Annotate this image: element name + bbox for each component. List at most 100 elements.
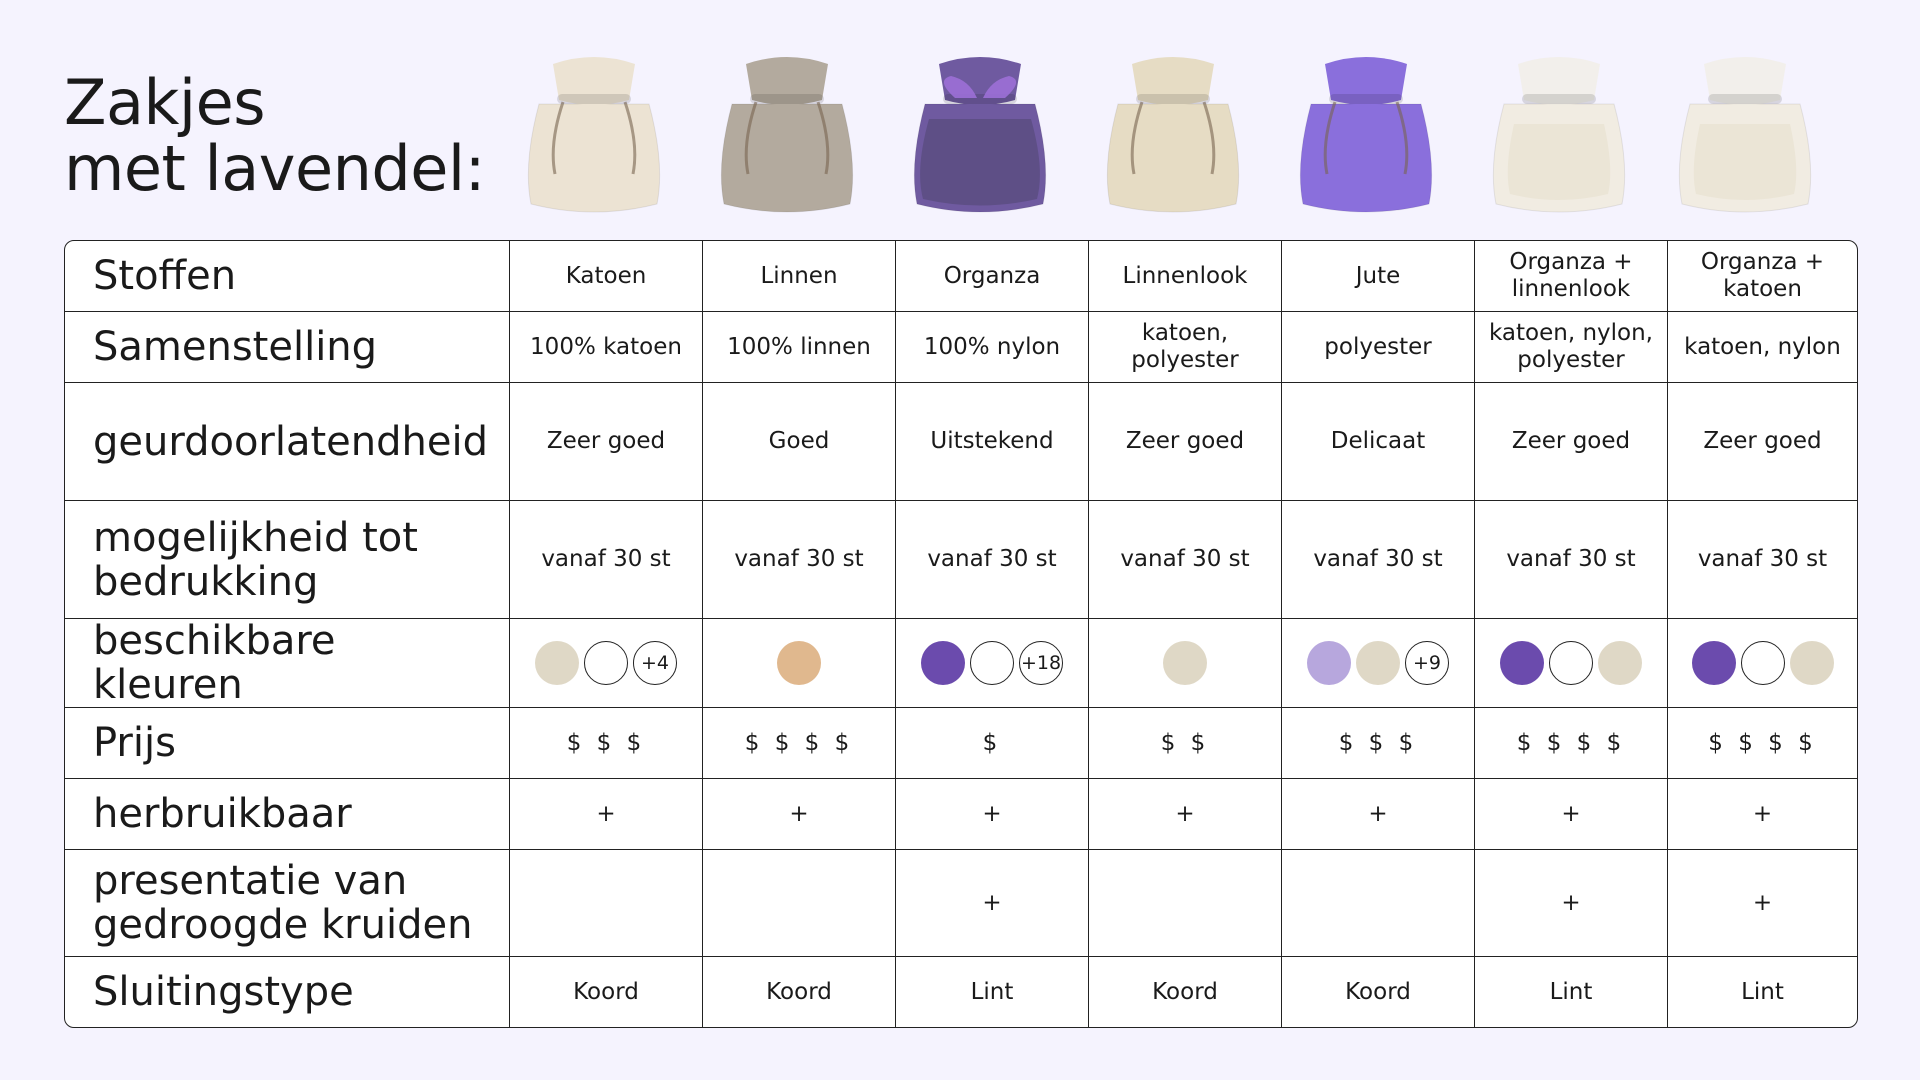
table-cell: Lint [896,957,1089,1027]
table-cell: + [1668,779,1857,850]
table-cell: Koord [510,957,703,1027]
color-swatch [1307,641,1351,685]
table-cell: Delicaat [1282,383,1475,501]
linen-pouch-image [702,44,872,224]
table-cell: $ $ [1089,708,1282,779]
table-cell: Katoen [510,241,703,312]
row-label-samenstelling: Samenstelling [65,312,510,383]
page-title: Zakjes met lavendel: [64,66,486,205]
table-cell: $ $ $ [510,708,703,779]
color-swatch [970,641,1014,685]
table-cell: vanaf 30 st [510,501,703,619]
color-swatch [1356,641,1400,685]
table-cell: Goed [703,383,896,501]
table-cell: + [896,850,1089,957]
color-swatch [1549,641,1593,685]
color-swatch [921,641,965,685]
row-label-prijs: Prijs [65,708,510,779]
row-label-herbruikbaar: herbruikbaar [65,779,510,850]
color-swatch [1740,641,1785,685]
color-swatch [1163,641,1207,685]
table-cell: + [1282,779,1475,850]
table-row-geur: geurdoorlatendheid Zeer goed Goed Uitsteken… [65,383,1857,501]
table-cell: katoen, nylon, polyester [1475,312,1668,383]
table-cell: Zeer goed [1089,383,1282,501]
table-cell: $ $ $ $ [703,708,896,779]
table-cell: $ $ $ [1282,708,1475,779]
table-cell: Zeer goed [510,383,703,501]
row-label-geur: geurdoorlatendheid [65,383,510,501]
table-cell: vanaf 30 st [1089,501,1282,619]
table-cell: Zeer goed [1668,383,1857,501]
table-cell: Organza [896,241,1089,312]
more-colors-badge: +9 [1405,641,1449,685]
row-label-kleuren: beschikbare kleuren [65,619,510,708]
table-cell: vanaf 30 st [896,501,1089,619]
table-cell: polyester [1282,312,1475,383]
row-label-sluiting: Sluitingstype [65,957,510,1027]
color-swatch [1691,641,1736,685]
table-cell: Koord [1282,957,1475,1027]
table-cell: + [1089,779,1282,850]
table-cell: vanaf 30 st [1475,501,1668,619]
color-swatch [1789,641,1834,685]
table-cell: Koord [1089,957,1282,1027]
row-label-presentatie: presentatie van gedroogde kruiden [65,850,510,957]
table-cell: vanaf 30 st [703,501,896,619]
more-colors-badge: +4 [633,641,677,685]
table-row-prijs: Prijs $ $ $ $ $ $ $ $ $ $ $ $ $ $ $ $ $ $ $ $ $ [65,708,1857,779]
table-cell: 100% linnen [703,312,896,383]
color-swatch [777,641,821,685]
color-swatch [1500,641,1544,685]
color-swatches-cell: +18 [896,619,1089,708]
table-cell: Koord [703,957,896,1027]
table-row-kleuren: beschikbare kleuren +4 +18 +9 [65,619,1857,708]
table-cell: Zeer goed [1475,383,1668,501]
table-cell: Lint [1741,978,1784,1005]
table-cell: Uitstekend [896,383,1089,501]
table-cell [703,850,896,957]
table-cell: 100% nylon [896,312,1089,383]
table-cell: katoen, polyester [1089,312,1282,383]
table-cell: vanaf 30 st [1668,501,1857,619]
organza-cotton-pouch-image [1660,44,1830,224]
table-cell: katoen, nylon [1668,312,1857,383]
table-row-stoffen: Stoffen Katoen Linnen Organza Linnenlook Jute… [65,241,1857,312]
table-row-herbruikbaar: herbruikbaar + + + + + + + [65,779,1857,850]
table-cell: + [703,779,896,850]
table-cell: Linnenlook [1089,241,1282,312]
table-row-samenstelling: Samenstelling 100% katoen 100% linnen 100% … [65,312,1857,383]
table-cell: Linnen [703,241,896,312]
table-cell: $ $ $ $ [1668,708,1857,779]
table-cell: + [1668,850,1857,957]
color-swatch [535,641,579,685]
more-colors-badge: +18 [1019,641,1063,685]
organza-pouch-with-lavender-image [895,44,1065,224]
table-cell [510,850,703,957]
color-swatches-cell [1475,619,1668,708]
color-swatches-cell: +4 [510,619,703,708]
table-cell: Organza + katoen [1668,241,1857,312]
color-swatches-cell [1668,619,1857,708]
linen-look-pouch-image [1088,44,1258,224]
color-swatches-cell: +9 [1282,619,1475,708]
title-line-1: Zakjes [64,66,266,139]
row-label-stoffen: Stoffen [65,241,510,312]
color-swatch [1598,641,1642,685]
table-cell: + [510,779,703,850]
table-cell: + [896,779,1089,850]
table-cell: Organza + linnenlook [1475,241,1668,312]
table-cell: $ [896,708,1089,779]
color-swatch [584,641,628,685]
jute-pouch-image [1281,44,1451,224]
table-cell: + [1475,779,1668,850]
table-cell: $ $ $ $ [1475,708,1668,779]
product-images [509,44,1857,224]
table-cell: + [1475,850,1668,957]
cotton-pouch-image [509,44,679,224]
row-label-bedrukking: mogelijkheid tot bedrukking [65,501,510,619]
table-cell [1282,850,1475,957]
organza-linen-look-pouch-image [1474,44,1644,224]
table-row-sluiting: Sluitingstype Koord Koord Lint Koord Koord Lin… [65,957,1857,1027]
title-line-2: met lavendel: [64,132,486,205]
